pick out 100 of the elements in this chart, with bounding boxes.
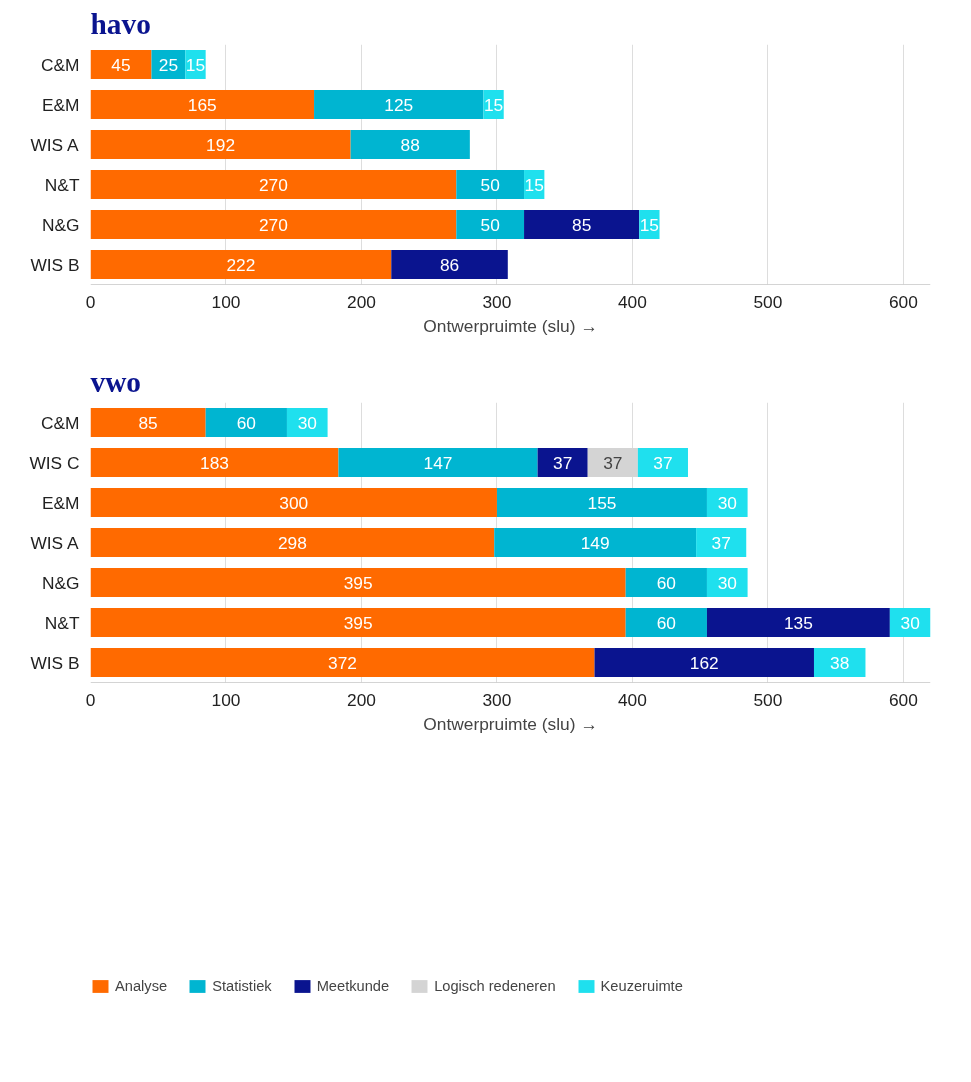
bar bbox=[90, 210, 457, 239]
y-tick-label: E&M bbox=[41, 94, 80, 115]
y-tick-label: E&M bbox=[41, 492, 80, 513]
y-tick-label: C&M bbox=[40, 412, 80, 433]
bar bbox=[90, 528, 495, 557]
legend-label: Analyse bbox=[115, 978, 168, 994]
data-label: 300 bbox=[279, 492, 309, 513]
legend-label: Meetkunde bbox=[316, 978, 390, 994]
bar bbox=[706, 488, 748, 517]
data-label: 395 bbox=[343, 612, 373, 633]
data-label: 50 bbox=[480, 174, 500, 195]
data-label: 222 bbox=[226, 254, 256, 275]
bar bbox=[350, 130, 470, 159]
data-label: 15 bbox=[483, 94, 504, 115]
data-label: 30 bbox=[297, 412, 317, 433]
data-label: 60 bbox=[656, 612, 676, 633]
data-label: 85 bbox=[138, 412, 158, 433]
bar bbox=[90, 568, 626, 597]
bar bbox=[314, 90, 484, 119]
x-tick-label: 0 bbox=[85, 689, 96, 710]
bar bbox=[90, 130, 351, 159]
x-tick-label: 500 bbox=[753, 689, 783, 710]
data-label: 50 bbox=[480, 214, 500, 235]
data-label: 155 bbox=[587, 492, 617, 513]
data-label: 147 bbox=[423, 452, 453, 473]
data-label: 270 bbox=[258, 214, 288, 235]
data-label: 88 bbox=[400, 134, 420, 155]
y-tick-label: WIS B bbox=[30, 254, 80, 275]
data-label: 192 bbox=[206, 134, 236, 155]
bar bbox=[537, 448, 588, 477]
x-tick-label: 100 bbox=[211, 689, 241, 710]
bar bbox=[90, 488, 497, 517]
data-label: 38 bbox=[830, 652, 850, 673]
bar bbox=[696, 528, 747, 557]
data-label: 30 bbox=[717, 572, 737, 593]
data-label: 85 bbox=[571, 214, 592, 235]
bar bbox=[813, 648, 866, 677]
x-tick-label: 200 bbox=[347, 689, 376, 710]
x-tick-label: 400 bbox=[617, 689, 647, 710]
x-tick-label: 100 bbox=[211, 291, 241, 312]
data-label: 165 bbox=[187, 94, 217, 115]
chart-title: havo bbox=[90, 7, 151, 40]
data-label: 86 bbox=[439, 254, 460, 275]
bar bbox=[391, 250, 508, 279]
bar bbox=[90, 448, 339, 477]
bar bbox=[90, 170, 457, 199]
bar bbox=[90, 608, 626, 637]
y-tick-label: WIS A bbox=[30, 134, 79, 155]
x-axis-title: Ontwerpruimte (slu) → bbox=[423, 713, 598, 734]
data-label: 395 bbox=[343, 572, 373, 593]
data-label: 125 bbox=[384, 94, 414, 115]
y-tick-label: N&T bbox=[44, 174, 80, 195]
chart-title: vwo bbox=[90, 365, 142, 398]
bar bbox=[90, 408, 206, 437]
bar bbox=[706, 608, 890, 637]
y-tick-label: N&G bbox=[41, 572, 80, 593]
x-tick-label: 600 bbox=[888, 689, 918, 710]
data-label: 60 bbox=[236, 412, 256, 433]
x-tick-label: 300 bbox=[482, 291, 512, 312]
bar bbox=[494, 528, 697, 557]
bar bbox=[90, 250, 392, 279]
data-label: 37 bbox=[603, 452, 623, 473]
data-label: 15 bbox=[185, 54, 206, 75]
bar bbox=[524, 210, 640, 239]
x-tick-label: 400 bbox=[617, 291, 647, 312]
y-tick-label: N&G bbox=[41, 214, 80, 235]
legend-label: Logisch redeneren bbox=[434, 978, 556, 994]
y-tick-label: WIS B bbox=[30, 652, 80, 673]
bar bbox=[706, 568, 748, 597]
data-label: 25 bbox=[158, 54, 179, 75]
data-label: 60 bbox=[656, 572, 676, 593]
bar bbox=[456, 210, 525, 239]
data-label: 298 bbox=[277, 532, 307, 553]
data-label: 45 bbox=[111, 54, 131, 75]
data-label: 15 bbox=[639, 214, 660, 235]
bar bbox=[456, 170, 525, 199]
data-label: 15 bbox=[524, 174, 544, 195]
data-label: 30 bbox=[900, 612, 920, 633]
y-tick-label: WIS C bbox=[29, 452, 80, 473]
data-label: 135 bbox=[783, 612, 813, 633]
data-label: 183 bbox=[200, 452, 229, 473]
data-label: 372 bbox=[328, 652, 357, 673]
bar bbox=[90, 648, 595, 677]
x-tick-label: 600 bbox=[888, 291, 918, 312]
data-label: 162 bbox=[689, 652, 719, 673]
bar bbox=[90, 90, 315, 119]
x-tick-label: 0 bbox=[85, 291, 96, 312]
data-label: 37 bbox=[553, 452, 573, 473]
bar bbox=[496, 488, 707, 517]
x-tick-label: 500 bbox=[753, 291, 783, 312]
data-label: 37 bbox=[711, 532, 731, 553]
bar bbox=[625, 568, 707, 597]
data-label: 270 bbox=[258, 174, 288, 195]
bar bbox=[338, 448, 538, 477]
data-label: 149 bbox=[580, 532, 610, 553]
y-tick-label: N&T bbox=[44, 612, 80, 633]
bar bbox=[637, 448, 688, 477]
x-axis-title: Ontwerpruimte (slu) → bbox=[423, 315, 598, 336]
bar bbox=[286, 408, 328, 437]
x-tick-label: 200 bbox=[347, 291, 376, 312]
